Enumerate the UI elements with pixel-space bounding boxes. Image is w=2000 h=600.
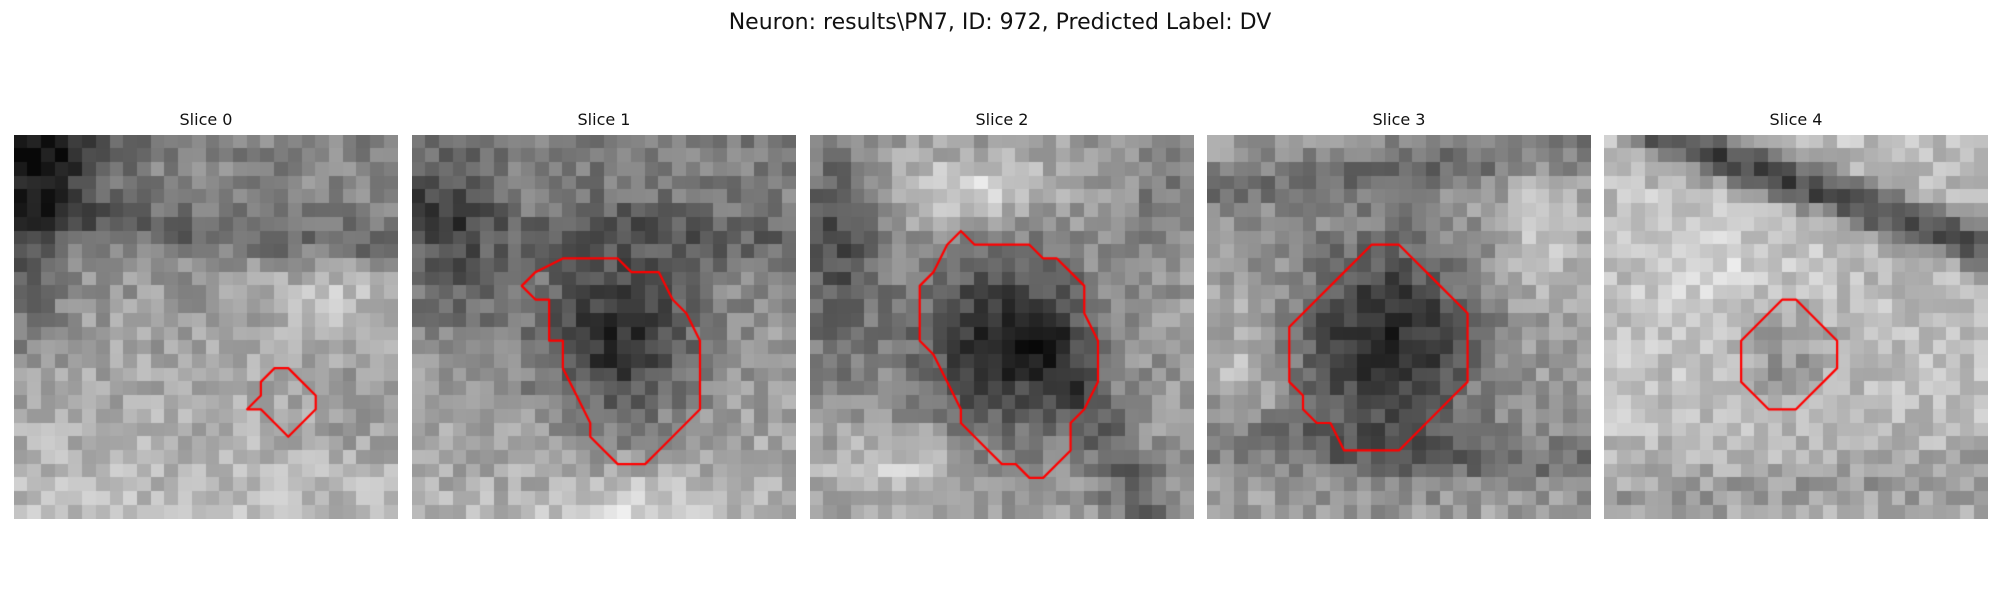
slice-title-4: Slice 4 bbox=[1769, 110, 1823, 129]
slice-title-2: Slice 2 bbox=[975, 110, 1029, 129]
slice-panel-3: Slice 3 bbox=[1207, 109, 1591, 519]
slice-panel-2: Slice 2 bbox=[810, 109, 1194, 519]
slice-image-4 bbox=[1604, 135, 1988, 519]
slice-title-0: Slice 0 bbox=[179, 110, 233, 129]
slice-image-2 bbox=[810, 135, 1194, 519]
slice-image-1 bbox=[412, 135, 796, 519]
slice-panel-0: Slice 0 bbox=[14, 109, 398, 519]
slice-panel-4: Slice 4 bbox=[1604, 109, 1988, 519]
slice-image-3 bbox=[1207, 135, 1591, 519]
slice-image-0 bbox=[14, 135, 398, 519]
slice-title-3: Slice 3 bbox=[1372, 110, 1426, 129]
figure-title: Neuron: results\PN7, ID: 972, Predicted … bbox=[728, 10, 1272, 35]
slice-title-1: Slice 1 bbox=[577, 110, 631, 129]
slice-panel-1: Slice 1 bbox=[412, 109, 796, 519]
